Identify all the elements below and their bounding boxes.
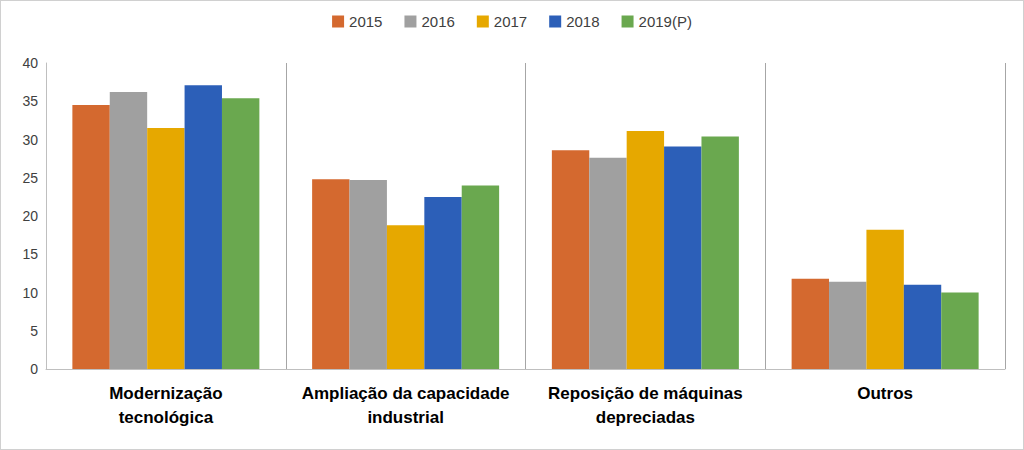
svg-text:2019(P): 2019(P) <box>639 13 692 30</box>
svg-text:15: 15 <box>22 246 38 262</box>
svg-text:0: 0 <box>30 361 38 377</box>
svg-text:2015: 2015 <box>349 13 382 30</box>
svg-text:2017: 2017 <box>494 13 527 30</box>
svg-text:2016: 2016 <box>421 13 454 30</box>
svg-text:30: 30 <box>22 132 38 148</box>
svg-text:Ampliação da capacidade: Ampliação da capacidade <box>302 384 510 403</box>
svg-text:25: 25 <box>22 170 38 186</box>
svg-text:tecnológica: tecnológica <box>119 408 214 427</box>
svg-text:35: 35 <box>22 93 38 109</box>
svg-text:10: 10 <box>22 285 38 301</box>
svg-text:2018: 2018 <box>566 13 599 30</box>
svg-text:industrial: industrial <box>367 408 444 427</box>
svg-text:5: 5 <box>30 323 38 339</box>
svg-text:Modernização: Modernização <box>109 384 222 403</box>
svg-text:40: 40 <box>22 55 38 71</box>
svg-text:20: 20 <box>22 208 38 224</box>
svg-text:Reposição de máquinas: Reposição de máquinas <box>548 384 743 403</box>
svg-text:depreciadas: depreciadas <box>596 408 695 427</box>
svg-text:Outros: Outros <box>857 384 913 403</box>
